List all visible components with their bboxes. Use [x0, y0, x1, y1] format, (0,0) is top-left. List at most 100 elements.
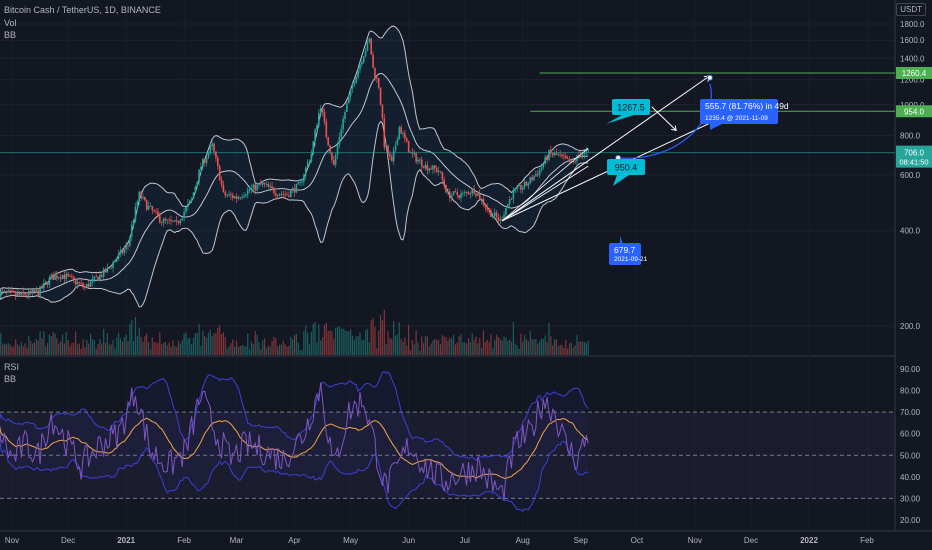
time-tick-label: Jun — [402, 536, 415, 545]
candle-body — [535, 174, 537, 177]
candle-body — [553, 153, 556, 156]
candle-body — [183, 211, 185, 219]
candle-body — [190, 198, 193, 201]
volume-bar — [17, 344, 19, 355]
symbol-title[interactable]: Bitcoin Cash / TetherUS, 1D, BINANCE — [4, 5, 161, 15]
volume-bar — [99, 339, 101, 355]
volume-bar — [31, 343, 34, 355]
volume-indicator-label[interactable]: Vol — [4, 18, 17, 28]
candle-body — [460, 193, 462, 198]
candle-body — [495, 212, 498, 217]
volume-bar — [119, 338, 122, 355]
time-tick-label: Aug — [516, 536, 530, 545]
volume-bar — [355, 336, 357, 355]
candle-body — [521, 187, 524, 190]
candle-body — [125, 245, 127, 249]
volume-bar — [95, 348, 97, 355]
volume-bar — [321, 337, 324, 355]
volume-bar — [172, 340, 174, 355]
volume-bar — [578, 341, 580, 355]
volume-series — [0, 310, 589, 355]
rsi-bb-upper-line — [0, 370, 589, 461]
volume-bar — [394, 335, 397, 355]
volume-bar — [338, 326, 341, 355]
candle-body — [512, 189, 515, 200]
volume-bar — [50, 336, 52, 355]
currency-badge[interactable]: USDT — [896, 3, 926, 16]
volume-bar — [473, 340, 475, 355]
candle-body — [505, 208, 507, 215]
volume-bar — [18, 346, 21, 355]
candle-body — [463, 192, 466, 193]
candle-body — [9, 290, 11, 292]
candle-body — [454, 191, 457, 193]
volume-bar — [542, 339, 544, 355]
volume-bar — [237, 346, 239, 355]
volume-bar — [43, 331, 45, 355]
candle-body — [559, 154, 561, 156]
volume-bar — [460, 333, 462, 355]
volume-bar — [454, 344, 457, 355]
volume-bar — [514, 343, 516, 355]
volume-bar — [346, 331, 348, 355]
candle-body — [260, 183, 262, 185]
candle-body — [179, 220, 182, 224]
candle-body — [497, 216, 500, 221]
rsi-indicator-label[interactable]: RSI — [4, 362, 20, 372]
volume-bar — [11, 347, 13, 355]
rsi-line — [0, 382, 589, 501]
candle-body — [346, 103, 348, 112]
candle-body — [104, 269, 107, 273]
volume-bar — [52, 331, 54, 355]
volume-bar — [497, 337, 500, 355]
candle-body — [172, 221, 174, 222]
candle-body — [469, 193, 472, 195]
candle-body — [138, 191, 141, 202]
candle-body — [65, 274, 68, 279]
candle-body — [151, 205, 154, 211]
volume-bar — [329, 330, 331, 355]
candle-body — [293, 188, 296, 193]
volume-bar — [194, 332, 196, 355]
channel-line — [501, 147, 589, 222]
candle-body — [516, 186, 518, 189]
candle-body — [533, 176, 535, 181]
volume-bar — [385, 344, 387, 355]
candle-body — [0, 291, 2, 297]
volume-bar — [24, 343, 26, 355]
candle-body — [129, 236, 131, 246]
candle-body — [211, 143, 213, 147]
candle-body — [160, 222, 163, 224]
candle-body — [80, 283, 83, 284]
volume-bar — [56, 338, 58, 355]
rsi-bb-indicator-label[interactable]: BB — [4, 374, 17, 384]
candle-body — [46, 281, 49, 285]
volume-bar — [471, 333, 473, 355]
candle-body — [385, 145, 387, 148]
volume-bar — [189, 337, 191, 355]
candle-body — [376, 77, 378, 79]
volume-bar — [445, 337, 447, 355]
candle-body — [419, 159, 421, 161]
callout-1267: 1267.5 — [606, 99, 650, 124]
candle-body — [437, 171, 440, 172]
candle-body — [557, 154, 560, 156]
volume-bar — [411, 340, 413, 355]
candle-body — [563, 155, 565, 157]
price-tick-label: 800.0 — [900, 131, 921, 140]
candle-body — [321, 108, 324, 112]
candle-body — [20, 291, 23, 295]
bb-indicator-label[interactable]: BB — [4, 30, 17, 40]
candle-body — [540, 167, 543, 171]
volume-bar — [292, 339, 294, 355]
candle-body — [306, 162, 309, 168]
volume-bar — [432, 340, 434, 355]
candle-body — [194, 186, 197, 193]
volume-bar — [570, 342, 572, 355]
candle-body — [364, 50, 367, 57]
candle-body — [564, 156, 567, 159]
volume-bar — [250, 341, 253, 355]
candle-body — [323, 111, 326, 122]
candle-body — [506, 203, 509, 209]
